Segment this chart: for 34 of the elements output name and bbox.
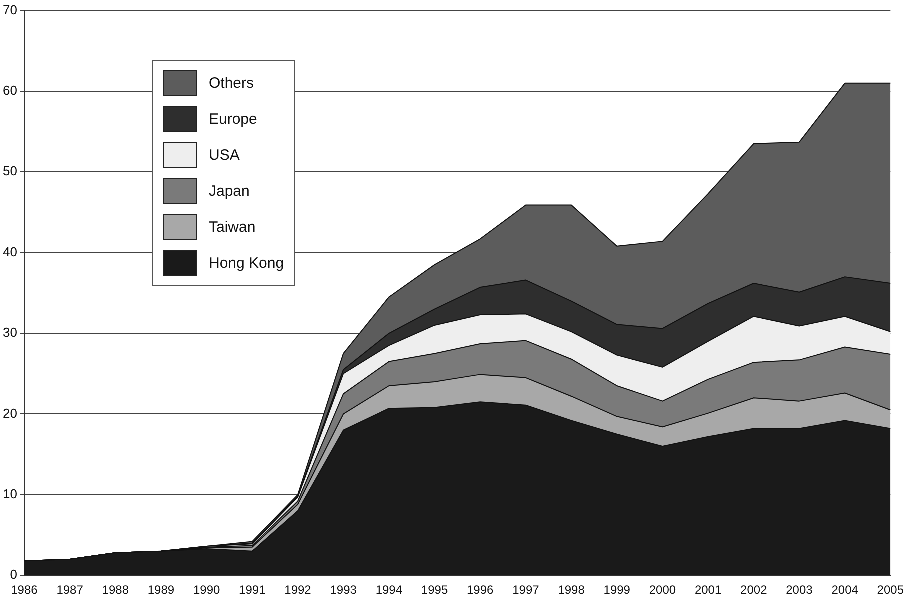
x-tick-label: 1999 [604,583,631,598]
x-tick-label: 1990 [193,583,220,598]
legend-label: Japan [209,182,250,200]
x-tick-label: 1988 [102,583,130,598]
y-tick-label: 70 [2,2,18,18]
y-tick-label: 30 [2,325,18,340]
x-tick-label: 2001 [694,583,722,598]
x-tick-label: 2004 [832,583,859,598]
y-tick-label: 40 [2,244,18,260]
x-tick-label: 1993 [330,583,358,598]
x-tick-label: 1996 [467,583,494,598]
y-tick-label: 0 [10,567,18,582]
x-tick-label: 2003 [786,583,814,598]
x-tick-label: 2002 [740,583,768,598]
x-tick-label: 1998 [558,583,586,598]
legend-label: Hong Kong [209,254,284,272]
x-tick-label: 1989 [148,583,175,598]
x-tick-label: 1995 [421,583,448,598]
legend-label: USA [209,146,240,164]
x-tick-label: 1994 [376,583,403,598]
x-tick-label: 2000 [649,583,676,598]
y-tick-label: 60 [2,83,18,98]
legend-label: Europe [209,110,258,128]
x-tick-label: 1997 [512,583,540,598]
y-tick-label: 10 [2,486,18,502]
x-tick-label: 2005 [877,583,904,598]
x-tick-label: 1991 [239,583,266,598]
legend-label: Others [209,74,254,92]
y-tick-label: 50 [2,164,18,179]
y-tick-label: 20 [2,406,18,421]
legend-label: Taiwan [209,218,256,236]
x-tick-label: 1987 [56,583,84,598]
x-tick-label: 1992 [284,583,312,598]
x-tick-label: 1986 [11,583,38,598]
